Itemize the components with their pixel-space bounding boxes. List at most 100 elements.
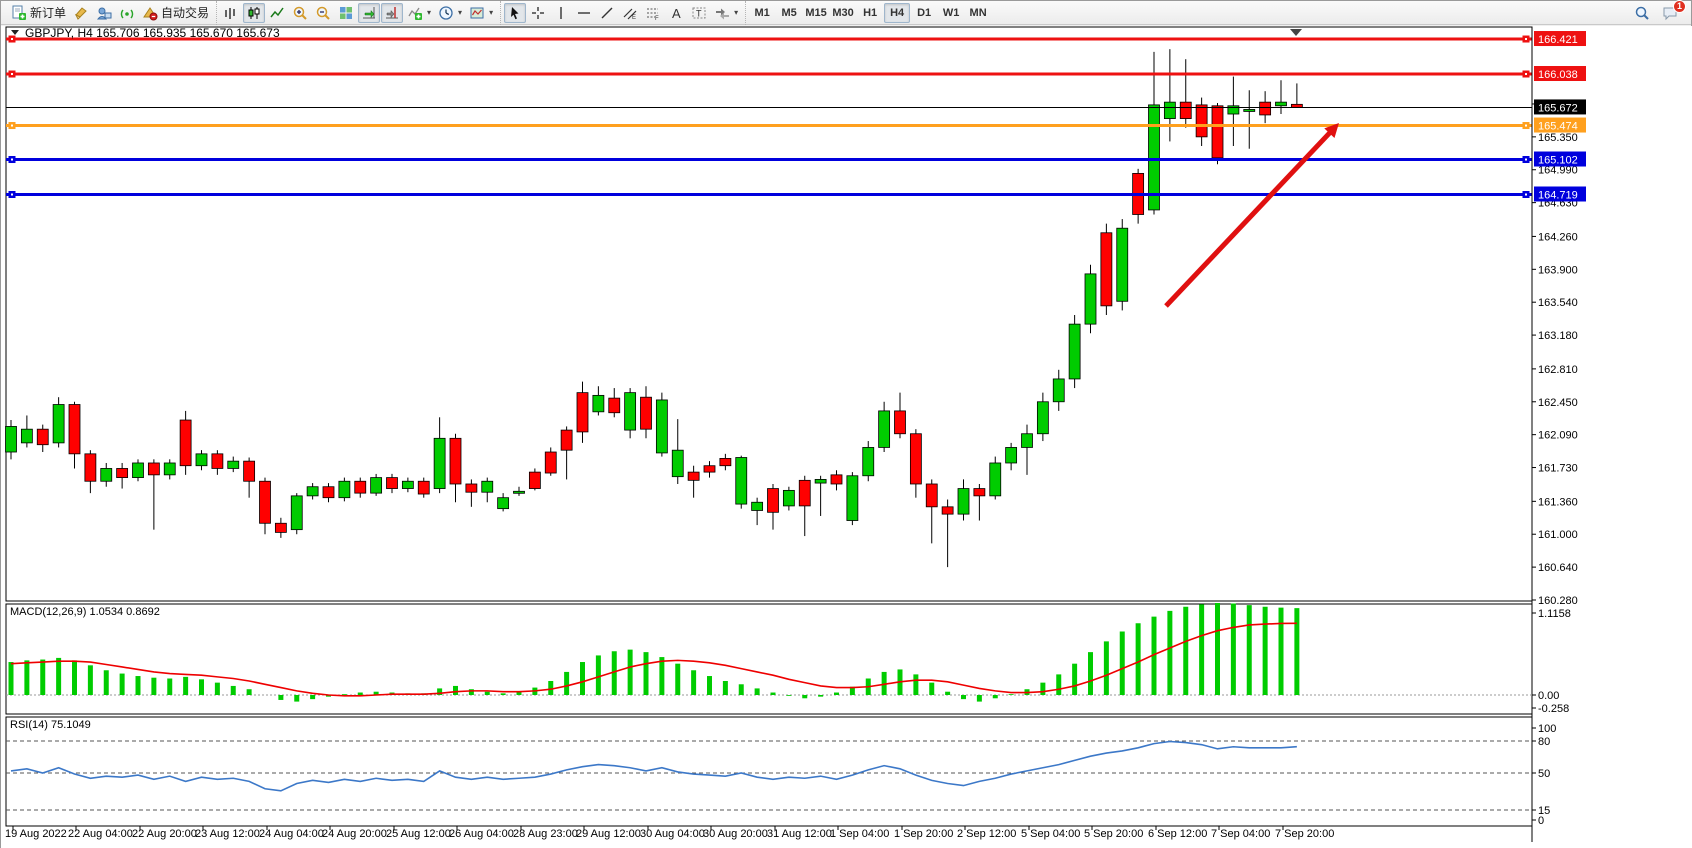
time-axis-label[interactable]: 5 Sep 20:00 [1084, 828, 1143, 840]
trend-arrow[interactable] [1164, 127, 1336, 308]
candle-body [243, 460, 256, 482]
timeframe-d1[interactable]: D1 [917, 6, 932, 19]
line-handle-center [1525, 38, 1527, 41]
hline-button[interactable] [573, 3, 595, 23]
chart-canvas[interactable]: 165.710165.350164.990164.630164.260163.9… [1, 26, 1692, 848]
vline-button[interactable] [550, 3, 572, 23]
new-order-button[interactable]: 新订单 [8, 3, 69, 23]
candle-body [687, 471, 700, 481]
time-axis-label[interactable]: 7 Sep 20:00 [1275, 828, 1334, 840]
chart-shift-button[interactable] [381, 2, 404, 23]
chat-button[interactable]: 1 [1659, 0, 1686, 23]
rsi-axis-label: 100 [1538, 723, 1556, 735]
new-order-icon [11, 5, 27, 21]
timeframe-w1[interactable]: W1 [942, 6, 960, 19]
text-button[interactable]: A [665, 3, 687, 23]
timeframe-mn[interactable]: MN [969, 6, 987, 19]
macd-pane[interactable] [5, 603, 1533, 715]
symbol-dropdown-icon[interactable] [11, 30, 19, 35]
time-axis-label[interactable]: 31 Aug 12:00 [767, 828, 832, 840]
candle-body [1084, 273, 1097, 325]
macd-axis-label: 1.1158 [1538, 608, 1571, 620]
price-tick-label: 163.540 [1538, 297, 1578, 309]
candlestick-button[interactable] [243, 2, 266, 23]
candle-body [20, 428, 33, 444]
time-axis-label[interactable]: 22 Aug 04:00 [68, 828, 133, 840]
candle-body [1259, 101, 1272, 116]
time-axis-label[interactable]: 26 Aug 04:00 [449, 828, 514, 840]
indicators-button[interactable]: ▾ [404, 3, 434, 23]
rsi-pane[interactable] [5, 716, 1533, 827]
candle-body [909, 433, 922, 485]
time-axis-label[interactable]: 25 Aug 12:00 [386, 828, 451, 840]
chart-shift-marker[interactable] [1290, 29, 1302, 36]
zoom-out-button[interactable] [312, 3, 334, 23]
styler-button[interactable] [70, 3, 92, 23]
time-axis-label[interactable]: 1 Sep 04:00 [830, 828, 889, 840]
candle-body [973, 488, 986, 497]
candle-body [1227, 105, 1240, 115]
candle-body [703, 465, 716, 473]
timeframe-m5[interactable]: M5 [781, 6, 797, 19]
market-button[interactable] [93, 3, 115, 23]
price-tick-label: 164.260 [1538, 231, 1578, 243]
time-axis-label[interactable]: 1 Sep 20:00 [894, 828, 953, 840]
time-axis-label[interactable]: 19 Aug 2022 [5, 828, 67, 840]
time-axis-label[interactable]: 24 Aug 04:00 [259, 828, 324, 840]
time-axis-label[interactable]: 24 Aug 20:00 [322, 828, 387, 840]
periods-icon [438, 5, 454, 21]
candle-body [274, 522, 287, 533]
time-axis-label[interactable]: 29 Aug 12:00 [576, 828, 641, 840]
search-button[interactable] [1631, 3, 1653, 23]
candle-body [100, 468, 113, 482]
price-tick-label: 160.640 [1538, 562, 1578, 574]
price-badge [1534, 186, 1586, 202]
time-axis-label[interactable]: 2 Sep 12:00 [957, 828, 1016, 840]
candle-body [560, 429, 573, 451]
text-icon: A [668, 5, 684, 21]
time-axis-label[interactable]: 30 Aug 20:00 [703, 828, 768, 840]
channel-button[interactable]: E [619, 3, 641, 23]
time-axis-label[interactable]: 7 Sep 04:00 [1211, 828, 1270, 840]
label-icon: T [691, 5, 707, 21]
shapes-button[interactable]: ▾ [711, 3, 741, 23]
time-axis-label[interactable]: 30 Aug 04:00 [640, 828, 705, 840]
time-axis-label[interactable]: 5 Sep 04:00 [1021, 828, 1080, 840]
timeframe-h1[interactable]: H1 [863, 6, 878, 19]
bar-chart-button[interactable] [220, 3, 242, 23]
time-axis-label[interactable]: 28 Aug 23:00 [513, 828, 578, 840]
cursor-button[interactable] [504, 2, 527, 23]
timeframe-m15[interactable]: M15 [805, 6, 827, 19]
timeframe-m1[interactable]: M1 [754, 6, 770, 19]
trendline-button[interactable] [596, 3, 618, 23]
market-icon [96, 5, 112, 21]
templates-button[interactable]: ▾ [466, 3, 496, 23]
auto-scroll-button[interactable] [358, 2, 381, 23]
tile-windows-button[interactable] [335, 3, 357, 23]
timeframe-h4[interactable]: H4 [884, 2, 911, 23]
line-chart-button[interactable] [266, 3, 288, 23]
autotrade-icon-label: 自动交易 [161, 6, 210, 20]
time-axis-label[interactable]: 6 Sep 12:00 [1148, 828, 1207, 840]
price-badge-label: 164.719 [1538, 189, 1578, 201]
candle-body [417, 480, 430, 495]
main-pane[interactable] [5, 26, 1533, 602]
candle-body [1243, 109, 1256, 112]
label-button[interactable]: T [688, 3, 710, 23]
candle-body [1116, 227, 1129, 302]
candle-body [1036, 401, 1049, 435]
autotrade-button[interactable]: 自动交易 [139, 3, 212, 23]
time-axis-label[interactable]: 23 Aug 12:00 [195, 828, 260, 840]
periods-button[interactable]: ▾ [435, 3, 465, 23]
fibonacci-button[interactable]: F [642, 3, 664, 23]
zoom-in-button[interactable] [289, 3, 311, 23]
chart-area[interactable]: 165.710165.350164.990164.630164.260163.9… [1, 26, 1692, 848]
timeframe-m30[interactable]: M30 [832, 6, 854, 19]
candle-body [354, 480, 367, 494]
signals-button[interactable] [116, 3, 138, 23]
crosshair-button[interactable] [527, 3, 549, 23]
candle-body [1005, 447, 1018, 464]
chat-badge: 1 [1673, 0, 1686, 13]
price-badge [1534, 151, 1586, 167]
time-axis-label[interactable]: 22 Aug 20:00 [132, 828, 197, 840]
